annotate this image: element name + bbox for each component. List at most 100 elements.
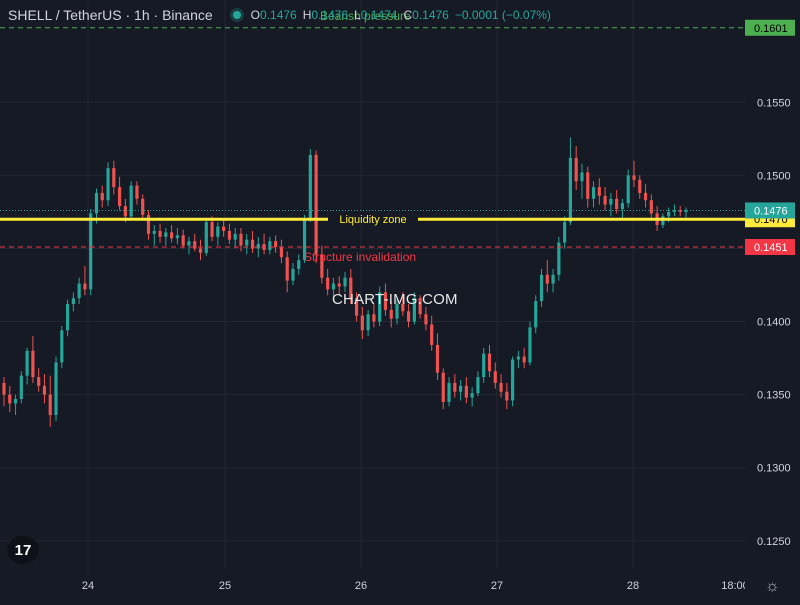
candle-body — [187, 241, 191, 246]
candle-body — [245, 239, 249, 246]
candle-body — [31, 350, 35, 378]
candle — [591, 181, 596, 208]
candle-body — [557, 242, 561, 275]
candle-body — [626, 175, 630, 204]
candle — [539, 268, 544, 307]
candle — [320, 245, 324, 284]
candle-body — [158, 230, 162, 237]
candle-body — [487, 353, 492, 372]
candle — [250, 230, 255, 253]
candle — [441, 368, 445, 410]
candle — [360, 306, 364, 340]
candle — [349, 268, 353, 304]
candle-body — [291, 268, 295, 281]
candle — [89, 209, 93, 296]
symbol-title[interactable]: SHELL / TetherUS · 1h · Binance — [8, 7, 213, 23]
candle-body — [77, 283, 81, 299]
price-label-bg — [745, 239, 795, 255]
candle-body — [279, 247, 284, 258]
price-tick-label: 0.1300 — [757, 463, 791, 475]
ohlc-value: 0.1476 — [311, 8, 349, 22]
candle — [262, 233, 266, 255]
candle-body — [141, 198, 145, 215]
candle-body — [528, 327, 532, 363]
candle — [152, 225, 156, 246]
candle — [135, 181, 139, 205]
candle — [239, 228, 243, 252]
candle — [354, 292, 359, 322]
candle — [516, 350, 520, 369]
candlestick-chart[interactable]: Bearish pressure Liquidity zone Structure … — [0, 0, 745, 570]
candle — [435, 333, 440, 380]
time-tick-label: 18:00 — [721, 580, 745, 592]
candle-body — [94, 192, 99, 214]
ohlc-item: L0.1474 — [354, 8, 397, 22]
price-axis[interactable]: 0.12500.13000.13500.14000.14500.15000.15… — [745, 0, 800, 570]
candle-body — [268, 241, 272, 250]
candle-body — [539, 274, 544, 302]
settings-gear-icon[interactable]: ☼ — [765, 578, 780, 595]
candle — [406, 304, 411, 328]
candle-body — [250, 239, 255, 249]
candle-body — [164, 232, 168, 237]
candle-body — [412, 298, 416, 322]
candle-body — [401, 304, 405, 312]
candle-body — [476, 377, 480, 394]
candle — [170, 225, 174, 243]
candle — [545, 260, 549, 293]
candle — [83, 266, 87, 296]
candle — [551, 268, 555, 293]
candle-body — [343, 277, 347, 287]
candle-body — [511, 359, 515, 401]
time-tick-label: 28 — [627, 580, 639, 592]
candle-body — [118, 187, 122, 207]
candle — [412, 292, 416, 325]
candle-body — [453, 382, 457, 392]
ohlc-readout: O0.1476 H0.1476 L0.1474 C0.1476 −0.0001 (−0.… — [251, 8, 551, 22]
candle-body — [227, 230, 231, 240]
annotation-label: Liquidity zone — [339, 214, 406, 226]
candle — [626, 169, 630, 208]
candle — [106, 162, 110, 207]
price-tick-label: 0.1500 — [757, 170, 791, 182]
candle — [118, 176, 122, 211]
candle — [129, 181, 133, 221]
candle — [476, 371, 480, 397]
candle — [308, 149, 312, 223]
chart-area[interactable]: Bearish pressure Liquidity zone Structure … — [0, 0, 745, 570]
candle — [187, 236, 191, 255]
candle-body — [499, 382, 503, 392]
candle — [418, 295, 422, 319]
candle — [37, 368, 41, 392]
candle-body — [603, 195, 607, 205]
candle — [141, 194, 145, 220]
candle-body — [568, 157, 572, 223]
candle — [245, 233, 249, 255]
candle — [54, 356, 58, 421]
candle — [302, 214, 307, 264]
candle — [343, 271, 347, 293]
candle — [285, 251, 289, 293]
candle — [638, 175, 642, 199]
last-price-bg — [745, 202, 795, 219]
ohlc-value: 0.1476 — [260, 8, 297, 22]
candle-body — [378, 292, 382, 322]
time-tick-label: 25 — [219, 580, 231, 592]
market-status-icon — [232, 11, 241, 19]
watermark: CHART-IMG.COM — [332, 291, 458, 308]
candle — [574, 146, 578, 190]
candle-body — [505, 391, 509, 401]
tradingview-logo[interactable]: 17 — [7, 536, 39, 564]
time-axis[interactable]: 24 25 26 27 28 18:00 — [0, 570, 749, 600]
candle-body — [71, 298, 75, 304]
candle — [522, 347, 526, 369]
candle-body — [297, 260, 301, 269]
candle-body — [175, 235, 179, 239]
candle-body — [83, 283, 87, 290]
candle — [401, 292, 405, 316]
candle-body — [632, 175, 636, 180]
candle-body — [146, 214, 151, 234]
candle-body — [459, 385, 463, 392]
candle-body — [210, 222, 214, 237]
candle — [233, 228, 237, 249]
